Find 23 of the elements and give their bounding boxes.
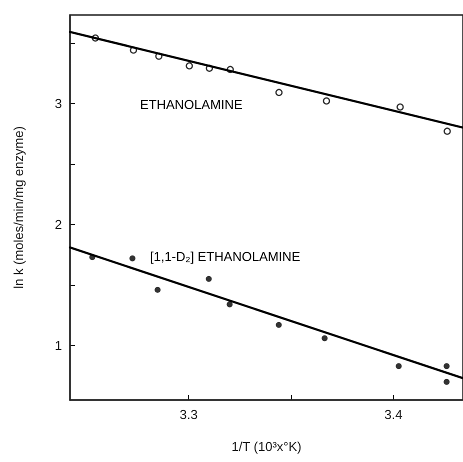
x-axis-title: 1/T (10³x°K) <box>232 439 302 454</box>
point <box>275 88 283 96</box>
y-tick-label: 1 <box>54 338 62 354</box>
point <box>154 286 161 293</box>
y-tick-label: 2 <box>54 216 62 232</box>
point <box>186 62 193 70</box>
point <box>444 378 450 385</box>
x-tick-label: 3.4 <box>384 407 402 422</box>
point <box>396 103 404 111</box>
point <box>444 363 450 370</box>
y-axis-title: ln k (moles/min/mg enzyme) <box>11 126 26 289</box>
point <box>444 128 451 135</box>
point <box>129 255 136 262</box>
x-tick-label: 3.3 <box>180 407 198 422</box>
y-tick-label: 3 <box>54 96 62 111</box>
point <box>322 335 328 342</box>
point <box>226 301 233 308</box>
series-label: [1,1-D₂] ETHANOLAMINE <box>150 249 301 264</box>
point <box>396 363 402 370</box>
point <box>322 97 330 105</box>
point <box>276 322 282 328</box>
point <box>206 276 212 282</box>
text: ETHANOLAMINE <box>140 97 243 112</box>
